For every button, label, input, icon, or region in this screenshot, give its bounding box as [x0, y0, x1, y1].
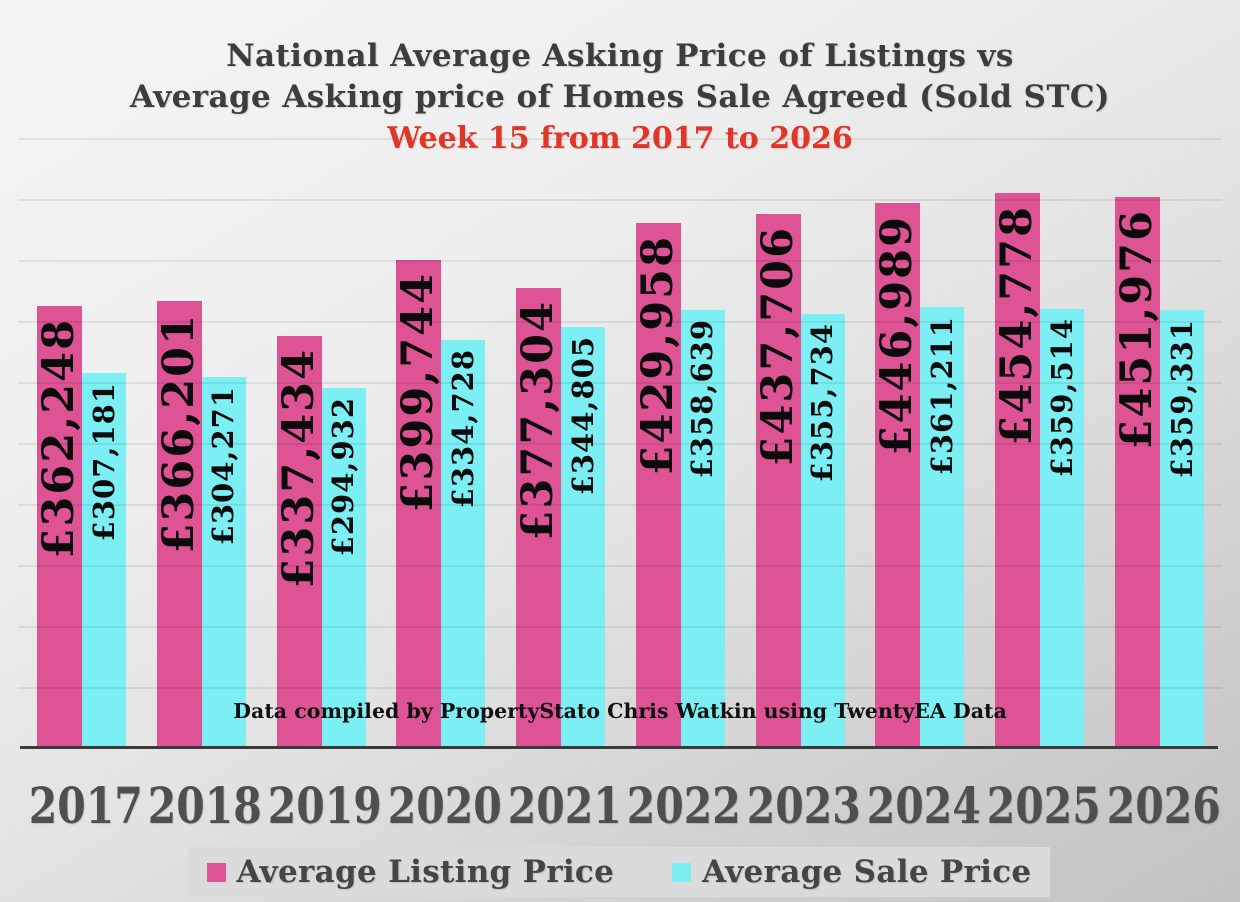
x-axis-label-2025: 2025: [986, 776, 1101, 835]
legend-swatch: [206, 862, 226, 882]
bar-listing-2024: £446,989: [872, 202, 923, 748]
chart-legend: Average Listing Price Average Sale Price: [188, 847, 1050, 897]
bar-value-label: £294,932: [326, 397, 361, 557]
x-axis-label-2024: 2024: [866, 776, 981, 835]
bar-value-label: £355,734: [805, 323, 840, 483]
x-axis-label-2020: 2020: [387, 776, 502, 835]
bar-value-label: £358,639: [685, 319, 720, 479]
bar-value-label: £334,728: [445, 348, 480, 508]
gridline: [18, 687, 1222, 689]
bar-listing-2021: £377,304: [513, 287, 563, 748]
bar-listing-2019: £337,434: [273, 336, 324, 748]
bar-sale-2025: £359,514: [1040, 309, 1085, 748]
bar-listing-2018: £366,201: [153, 301, 204, 748]
x-axis-label-2018: 2018: [147, 776, 263, 835]
bar-value-label: £359,514: [1044, 318, 1079, 478]
gridline: [18, 382, 1222, 384]
legend-label: Average Listing Price: [236, 854, 615, 890]
bar-value-label: £399,744: [393, 272, 444, 513]
legend-item-listing: Average Listing Price: [206, 854, 615, 890]
bar-sale-2023: £355,734: [800, 314, 845, 748]
bar-listing-2025: £454,778: [992, 193, 1043, 748]
legend-item-sale: Average Sale Price: [672, 854, 1031, 890]
bar-listing-2017: £362,248: [34, 306, 84, 748]
x-axis-label-2022: 2022: [627, 776, 742, 835]
chart-title-block: National Average Asking Price of Listing…: [0, 36, 1240, 159]
bar-sale-2022: £358,639: [680, 310, 725, 748]
gridline: [18, 443, 1222, 445]
bar-value-label: £366,201: [153, 313, 204, 554]
gridline: [18, 504, 1222, 506]
bar-value-label: £362,248: [34, 318, 84, 559]
bar-value-label: £359,331: [1164, 318, 1199, 478]
x-axis-label-2026: 2026: [1106, 776, 1221, 835]
data-source-note: Data compiled by PropertyStato Chris Wat…: [233, 699, 1007, 723]
bar-value-label: £454,778: [992, 205, 1043, 446]
bar-sale-2019: £294,932: [321, 388, 366, 748]
bar-value-label: £446,989: [872, 214, 923, 456]
bar-value-label: £307,181: [86, 382, 121, 542]
bar-sale-2018: £304,271: [201, 376, 246, 748]
x-axis-line: [20, 746, 1218, 749]
x-axis-label-2021: 2021: [507, 776, 622, 835]
bar-value-label: £361,211: [924, 316, 959, 476]
bar-value-label: £451,976: [1112, 208, 1163, 449]
bar-listing-2023: £437,706: [752, 213, 803, 748]
bar-value-label: £437,706: [752, 225, 803, 467]
bar-listing-2022: £429,958: [632, 223, 683, 748]
x-axis-label-2023: 2023: [746, 776, 861, 835]
bar-sale-2024: £361,211: [920, 307, 965, 748]
gridline: [18, 565, 1222, 567]
chart-title-line2: Average Asking price of Homes Sale Agree…: [130, 79, 1110, 115]
gridline: [18, 321, 1222, 323]
bar-listing-2020: £399,744: [393, 260, 444, 748]
gridline: [18, 138, 1222, 140]
chart-title-line1: National Average Asking Price of Listing…: [226, 38, 1014, 74]
gridline: [18, 626, 1222, 628]
chart-subtitle: Week 15 from 2017 to 2026: [387, 121, 853, 156]
bar-value-label: £304,271: [206, 385, 241, 546]
bar-sale-2017: £307,181: [82, 373, 126, 748]
bar-value-label: £337,434: [273, 348, 324, 589]
bar-value-label: £429,958: [632, 235, 683, 476]
bar-value-label: £344,805: [565, 336, 600, 496]
bar-sale-2021: £344,805: [561, 327, 606, 748]
bar-sale-2026: £359,331: [1160, 309, 1205, 748]
gridline: [18, 260, 1222, 262]
bar-listing-2026: £451,976: [1112, 196, 1163, 748]
legend-swatch: [672, 862, 692, 882]
bar-sale-2020: £334,728: [441, 339, 486, 748]
gridline: [18, 199, 1222, 201]
x-axis-label-2017: 2017: [28, 776, 143, 835]
x-axis-label-2019: 2019: [267, 776, 382, 835]
legend-label: Average Sale Price: [702, 854, 1032, 890]
